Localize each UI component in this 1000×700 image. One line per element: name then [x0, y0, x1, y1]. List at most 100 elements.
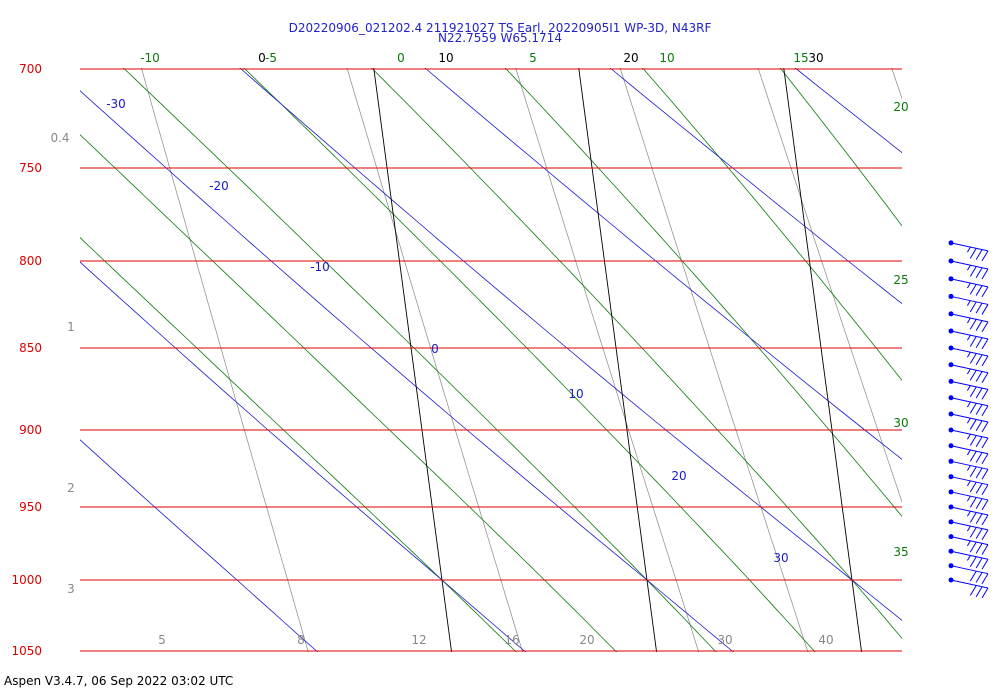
wind-barb-flag [981, 437, 989, 449]
mixing-ratio-line [515, 68, 700, 652]
wind-barb [948, 474, 989, 495]
wind-barb-half-flag [966, 510, 971, 517]
mixing-ratio-line [141, 68, 309, 652]
wind-barb-flag [969, 386, 977, 398]
wind-barb-flag [981, 268, 989, 280]
mixing-ratio-label: 40 [818, 633, 833, 647]
wind-barb-flag [969, 512, 977, 523]
isobar-label: 1000 [11, 573, 42, 587]
wind-barb-half-flag [966, 525, 971, 532]
isotherm-label: 30 [808, 51, 823, 65]
wind-barb-shaft [950, 521, 989, 531]
mixing-ratio-label: 16 [504, 633, 519, 647]
wind-barb-flag [975, 302, 983, 314]
wind-barb-flag [975, 498, 983, 509]
isobar-label: 750 [19, 161, 42, 175]
wind-barb-flag [969, 301, 977, 313]
wind-barb [948, 395, 989, 417]
isotherm-line [783, 68, 863, 652]
wind-barb-half-flag [966, 282, 971, 289]
wind-barb-flag [975, 249, 983, 260]
dry-adiabat-label: 0 [431, 342, 439, 356]
wind-barb [948, 311, 989, 333]
mixing-ratio-lines [141, 68, 902, 652]
wind-barb-flag [969, 353, 977, 364]
isotherm-label: 10 [438, 51, 453, 65]
wind-barb-flag [981, 453, 989, 464]
dry-adiabat-label: -10 [310, 260, 330, 274]
wind-barb-half-flag [966, 417, 971, 424]
wind-barb-flag [975, 371, 983, 382]
isobar-label: 850 [19, 341, 42, 355]
moist-adiabat-label: 0 [397, 51, 405, 65]
isobar-label: 800 [19, 254, 42, 268]
wind-barb-flag [975, 354, 983, 365]
wind-barb-flag [981, 544, 989, 555]
wind-barb-flag [975, 467, 983, 479]
wind-barb-flag [981, 421, 989, 433]
moist-adiabat-label: -5 [265, 51, 277, 65]
wind-barb-flag [975, 420, 983, 431]
footer-version-timestamp: Aspen V3.4.7, 06 Sep 2022 03:02 UTC [4, 674, 234, 688]
moist-adiabat-line [80, 134, 618, 652]
wind-barb-shaft [950, 260, 989, 270]
wind-barb-flag [975, 320, 983, 331]
wind-barb-half-flag [966, 465, 971, 471]
wind-barb-flag [975, 513, 983, 524]
wind-barb-flag [981, 338, 989, 350]
wind-barb-flag [969, 541, 977, 553]
wind-barb [948, 563, 989, 584]
wind-barb-flag [969, 556, 977, 567]
moist-adiabat-label: 30 [893, 416, 908, 430]
dry-adiabat-label: -20 [209, 179, 229, 193]
chart-subtitle-location: N22.7559 W65.1714 [438, 31, 562, 45]
isobar-label: 1050 [11, 644, 42, 658]
mixing-ratio-line [891, 68, 902, 100]
wind-barb-flag [975, 267, 983, 278]
moist-adiabat-label: 15 [793, 51, 808, 65]
wind-barb-half-flag [966, 246, 971, 253]
mixing-ratio-label: 5 [158, 633, 166, 647]
mixing-ratio-line [346, 68, 523, 652]
wind-barb-flag [969, 481, 977, 493]
wind-barb-flag [975, 285, 983, 296]
isotherms [373, 68, 863, 652]
wind-barb [948, 427, 989, 449]
wind-barb-flag [981, 514, 989, 526]
mixing-ratio-line [619, 68, 809, 652]
mixing-ratio-label: 3 [67, 582, 75, 596]
wind-barb-shaft [950, 295, 989, 305]
wind-barb-flag [981, 484, 989, 495]
mixing-ratio-label: 1 [67, 320, 75, 334]
wind-barb [948, 362, 989, 384]
wind-barb [948, 504, 989, 526]
wind-barb-half-flag [966, 264, 971, 271]
dry-adiabat-line [609, 68, 902, 305]
dry-adiabat-line [239, 68, 902, 621]
isotherm-label: 20 [623, 51, 638, 65]
wind-barb-half-flag [966, 317, 971, 324]
wind-barb-shaft [950, 313, 989, 323]
wind-barb-half-flag [966, 368, 971, 375]
isobar-label: 900 [19, 423, 42, 437]
wind-barb-flag [969, 319, 977, 330]
wind-barb [948, 519, 989, 541]
wind-barb [948, 489, 989, 511]
wind-barb-flag [969, 450, 977, 462]
dry-adiabat-label: 20 [671, 469, 686, 483]
wind-barb-flag [969, 284, 977, 295]
wind-barb-flag [981, 286, 989, 298]
wind-barb-half-flag [966, 334, 971, 341]
wind-barb-half-flag [966, 351, 971, 358]
wind-barb-flag [969, 435, 977, 446]
wind-barb-flag [981, 573, 989, 584]
wind-barb-flag [969, 266, 977, 277]
mixing-ratio-line [757, 68, 902, 504]
wind-barb-half-flag [966, 433, 971, 440]
isotherm-line [373, 68, 453, 652]
moist-adiabat-line [932, 0, 1000, 692]
wind-barb-shaft [950, 330, 989, 340]
wind-barb-half-flag [966, 540, 971, 547]
